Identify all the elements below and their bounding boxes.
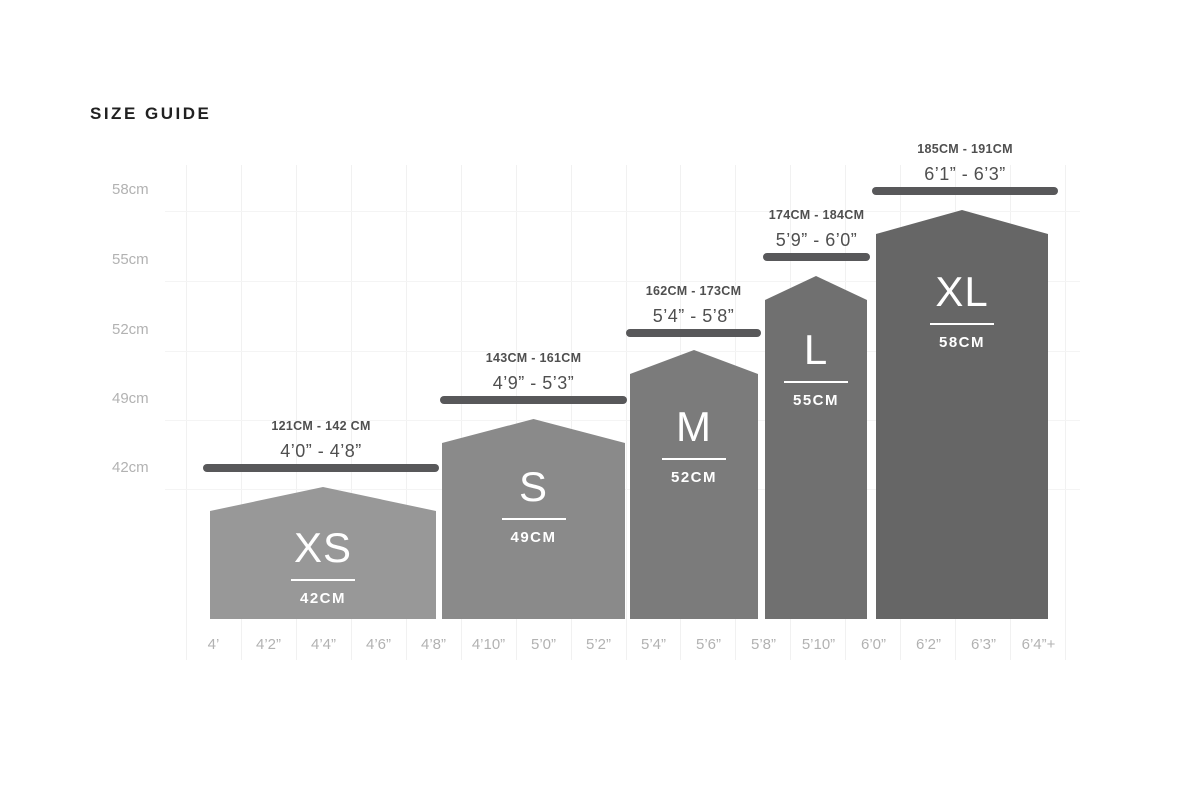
y-axis-tick-label: 42cm: [112, 459, 149, 476]
s-size-letter: S: [518, 463, 548, 510]
l-underline: [784, 381, 848, 383]
gridline-column: [625, 165, 681, 660]
l-size-letter: L: [803, 326, 829, 373]
x-axis-tick-label: 6’4”+: [1021, 636, 1056, 653]
x-axis-tick-label: 5’6”: [695, 636, 721, 653]
y-axis-tick-label: 58cm: [112, 181, 149, 198]
gridline-column: [350, 165, 406, 660]
gridline-column: [460, 165, 516, 660]
gridline-column: [295, 165, 351, 660]
y-axis-tick-label: 49cm: [112, 390, 149, 407]
xs-height-range-cm: 121CM - 142 CM: [271, 419, 371, 433]
xl-frame-size-label: 58CM: [938, 334, 985, 351]
m-height-range-ft: 5’4” - 5’8”: [652, 306, 735, 326]
xl-bar-label: XL 58CM: [876, 210, 1048, 352]
x-axis-tick-label: 4’: [207, 636, 220, 653]
xs-size-letter: XS: [293, 524, 353, 571]
gridline-column: [405, 165, 461, 660]
m-rider-height-annotation: 162CM - 173CM 5’4” - 5’8”: [626, 283, 761, 327]
xl-rider-height-annotation: 185CM - 191CM 6’1” - 6’3”: [872, 141, 1058, 185]
horizontal-gridline: [165, 420, 1080, 421]
xl-range-bar: [872, 187, 1058, 195]
x-axis-tick-label: 4’6”: [365, 636, 391, 653]
xl-height-range-cm: 185CM - 191CM: [917, 142, 1013, 156]
x-axis-tick-label: 4’8”: [420, 636, 446, 653]
l-height-range-ft: 5’9” - 6’0”: [775, 230, 858, 250]
xl-size-letter: XL: [935, 268, 989, 315]
l-bar-label: L 55CM: [765, 276, 867, 410]
l-height-range-cm: 174CM - 184CM: [768, 208, 865, 222]
x-axis-tick-label: 5’0”: [530, 636, 556, 653]
horizontal-gridline: [165, 211, 1080, 212]
s-height-range-cm: 143CM - 161CM: [485, 351, 582, 365]
x-axis-tick-label: 6’0”: [860, 636, 886, 653]
xl-size-bar: XL 58CM: [876, 210, 1048, 619]
xl-height-range-ft: 6’1” - 6’3”: [924, 164, 1006, 184]
gridline-column: [240, 165, 296, 660]
xs-underline: [291, 579, 355, 581]
s-rider-height-annotation: 143CM - 161CM 4’9” - 5’3”: [440, 350, 627, 394]
xs-frame-size-label: 42CM: [299, 590, 346, 607]
s-height-range-ft: 4’9” - 5’3”: [492, 373, 575, 393]
horizontal-gridline: [165, 281, 1080, 282]
m-size-bar: M 52CM: [630, 350, 758, 619]
x-axis-tick-label: 5’2”: [585, 636, 611, 653]
s-frame-size-label: 49CM: [510, 529, 557, 546]
gridline-column: [570, 165, 626, 660]
x-axis-tick-label: 4’10”: [471, 636, 506, 653]
m-underline: [662, 458, 726, 460]
xs-size-bar: XS 42CM: [210, 487, 436, 619]
horizontal-gridline: [165, 351, 1080, 352]
s-bar-label: S 49CM: [442, 419, 625, 547]
l-frame-size-label: 55CM: [792, 392, 839, 409]
l-range-bar: [763, 253, 870, 261]
m-frame-size-label: 52CM: [670, 469, 717, 486]
m-bar-label: M 52CM: [630, 350, 758, 487]
m-size-letter: M: [676, 403, 712, 450]
m-range-bar: [626, 329, 761, 337]
x-axis-tick-label: 5’10”: [801, 636, 836, 653]
y-axis-tick-label: 55cm: [112, 251, 149, 268]
gridline-column: [515, 165, 571, 660]
x-axis-tick-label: 6’2”: [915, 636, 941, 653]
gridline-column: [186, 165, 241, 660]
y-axis-tick-label: 52cm: [112, 321, 149, 338]
x-axis-tick-label: 4’2”: [255, 636, 281, 653]
l-rider-height-annotation: 174CM - 184CM 5’9” - 6’0”: [755, 207, 878, 251]
s-range-bar: [440, 396, 627, 404]
x-axis: 4’ 4’2” 4’4” 4’6” 4’8” 4’10” 5’0” 5’2” 5…: [186, 636, 1066, 653]
xl-underline: [930, 323, 994, 325]
xs-range-bar: [203, 464, 439, 472]
l-size-bar: L 55CM: [765, 276, 867, 619]
xs-height-range-ft: 4’0” - 4’8”: [280, 441, 362, 461]
x-axis-tick-label: 5’4”: [640, 636, 666, 653]
xs-bar-label: XS 42CM: [210, 487, 436, 608]
x-axis-tick-label: 5’8”: [750, 636, 776, 653]
m-height-range-cm: 162CM - 173CM: [645, 284, 742, 298]
page-title: SIZE GUIDE: [90, 104, 212, 123]
s-size-bar: S 49CM: [442, 419, 625, 619]
x-axis-tick-label: 4’4”: [310, 636, 336, 653]
x-axis-tick-label: 6’3”: [970, 636, 996, 653]
s-underline: [501, 518, 566, 520]
xs-rider-height-annotation: 121CM - 142 CM 4’0” - 4’8”: [203, 418, 439, 462]
